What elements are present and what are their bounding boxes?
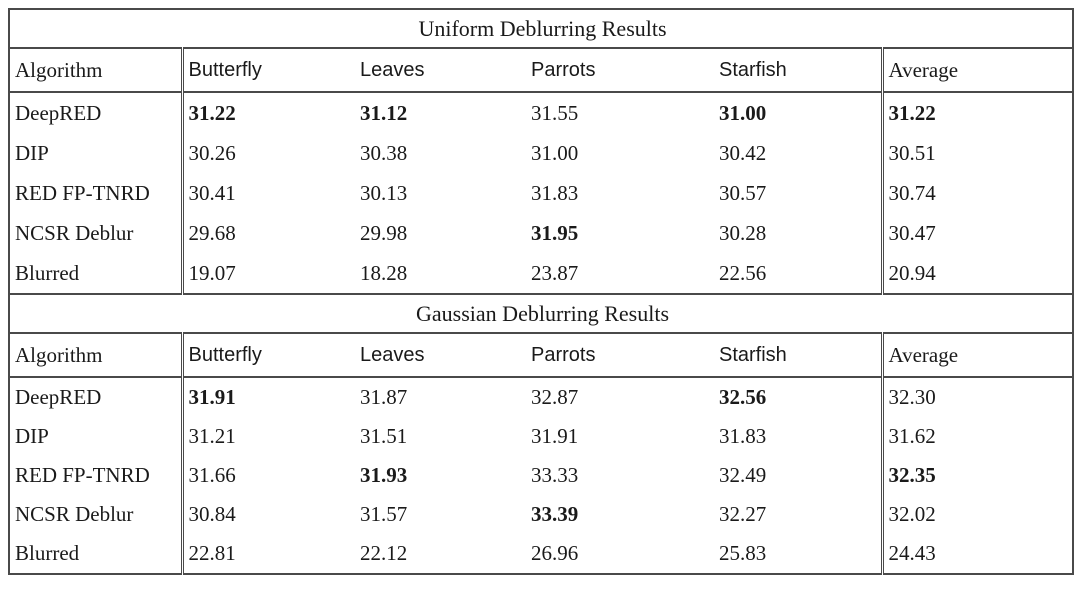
algorithm-label: DIP (9, 417, 184, 456)
psnr-value: 31.12 (360, 100, 408, 125)
psnr-value: 23.87 (531, 260, 579, 285)
algorithm-label: DeepRED (9, 92, 184, 133)
psnr-value: 31.91 (188, 385, 236, 409)
psnr-value: 20.94 (880, 253, 1074, 294)
psnr-value: 30.41 (188, 180, 236, 205)
table-row: DeepRED 31.91 31.87 32.87 32.56 32.30 (9, 377, 1074, 417)
psnr-value: 18.28 (360, 260, 408, 285)
table-row: RED FP-TNRD 31.66 31.93 33.33 32.49 32.3… (9, 456, 1074, 495)
table-row: Blurred 19.07 18.28 23.87 22.56 20.94 (9, 253, 1074, 294)
table-row: Algorithm Butterfly Leaves Parrots Starf… (9, 333, 1074, 378)
psnr-value: 22.81 (188, 541, 236, 565)
psnr-value: 26.96 (531, 541, 579, 565)
column-header-parrots: Parrots (526, 333, 714, 378)
psnr-value: 31.00 (719, 100, 767, 125)
table-row: RED FP-TNRD 30.41 30.13 31.83 30.57 30.7… (9, 173, 1074, 213)
psnr-value: 33.33 (531, 463, 579, 487)
psnr-value: 32.27 (719, 502, 767, 526)
column-header-starfish: Starfish (714, 333, 882, 378)
psnr-value: 31.00 (531, 140, 579, 165)
psnr-value: 30.42 (719, 140, 767, 165)
psnr-value: 32.35 (880, 456, 1074, 495)
psnr-value: 30.57 (719, 180, 767, 205)
column-header-butterfly: Butterfly (182, 48, 355, 93)
psnr-value: 31.83 (719, 424, 767, 448)
psnr-value: 30.84 (188, 502, 236, 526)
psnr-value: 30.28 (719, 220, 767, 245)
algorithm-label: Blurred (9, 534, 184, 574)
section-title-uniform: Uniform Deblurring Results (9, 8, 1074, 49)
column-header-butterfly: Butterfly (182, 333, 355, 378)
algorithm-label: DeepRED (9, 377, 184, 417)
psnr-value: 30.38 (360, 140, 408, 165)
table-row: NCSR Deblur 30.84 31.57 33.39 32.27 32.0… (9, 495, 1074, 534)
psnr-value: 30.74 (880, 173, 1074, 213)
psnr-value: 33.39 (531, 502, 579, 526)
psnr-value: 31.87 (360, 385, 408, 409)
psnr-value: 31.95 (531, 220, 579, 245)
psnr-value: 30.26 (188, 140, 236, 165)
psnr-value: 22.56 (719, 260, 767, 285)
column-header-starfish: Starfish (714, 48, 882, 93)
algorithm-label: NCSR Deblur (9, 213, 184, 253)
column-header-leaves: Leaves (355, 48, 526, 93)
table-row: Algorithm Butterfly Leaves Parrots Starf… (9, 48, 1074, 93)
psnr-value: 30.47 (880, 213, 1074, 253)
psnr-value: 31.22 (188, 100, 236, 125)
psnr-value: 25.83 (719, 541, 767, 565)
deblurring-results-table: Uniform Deblurring Results Algorithm But… (8, 8, 1075, 575)
algorithm-label: Blurred (9, 253, 184, 294)
column-header-average: Average (880, 48, 1074, 93)
psnr-value: 31.83 (531, 180, 579, 205)
psnr-value: 24.43 (880, 534, 1074, 574)
algorithm-label: RED FP-TNRD (9, 173, 184, 213)
psnr-value: 32.87 (531, 385, 579, 409)
column-header-leaves: Leaves (355, 333, 526, 378)
column-header-algorithm: Algorithm (9, 333, 184, 378)
psnr-value: 30.51 (880, 133, 1074, 173)
section-title-gaussian: Gaussian Deblurring Results (9, 293, 1074, 334)
table-row: Gaussian Deblurring Results (9, 293, 1074, 334)
psnr-value: 31.93 (360, 463, 408, 487)
psnr-value: 22.12 (360, 541, 408, 565)
psnr-value: 31.66 (188, 463, 236, 487)
table-row: DIP 30.26 30.38 31.00 30.42 30.51 (9, 133, 1074, 173)
table-row: NCSR Deblur 29.68 29.98 31.95 30.28 30.4… (9, 213, 1074, 253)
psnr-value: 32.49 (719, 463, 767, 487)
table-row: Uniform Deblurring Results (9, 8, 1074, 49)
algorithm-label: NCSR Deblur (9, 495, 184, 534)
algorithm-label: RED FP-TNRD (9, 456, 184, 495)
psnr-value: 31.55 (531, 100, 579, 125)
algorithm-label: DIP (9, 133, 184, 173)
psnr-value: 31.62 (880, 417, 1074, 456)
psnr-value: 19.07 (188, 260, 236, 285)
table-row: Blurred 22.81 22.12 26.96 25.83 24.43 (9, 534, 1074, 574)
psnr-value: 32.30 (880, 377, 1074, 417)
table-row: DeepRED 31.22 31.12 31.55 31.00 31.22 (9, 92, 1074, 133)
column-header-parrots: Parrots (526, 48, 714, 93)
psnr-value: 31.22 (880, 92, 1074, 133)
psnr-value: 31.91 (531, 424, 579, 448)
table-row: DIP 31.21 31.51 31.91 31.83 31.62 (9, 417, 1074, 456)
deblurring-results-figure: Uniform Deblurring Results Algorithm But… (8, 8, 1075, 575)
psnr-value: 31.21 (188, 424, 236, 448)
psnr-value: 30.13 (360, 180, 408, 205)
psnr-value: 29.98 (360, 220, 408, 245)
psnr-value: 31.57 (360, 502, 408, 526)
psnr-value: 32.02 (880, 495, 1074, 534)
column-header-algorithm: Algorithm (9, 48, 184, 93)
psnr-value: 31.51 (360, 424, 408, 448)
column-header-average: Average (880, 333, 1074, 378)
psnr-value: 32.56 (719, 385, 767, 409)
psnr-value: 29.68 (188, 220, 236, 245)
